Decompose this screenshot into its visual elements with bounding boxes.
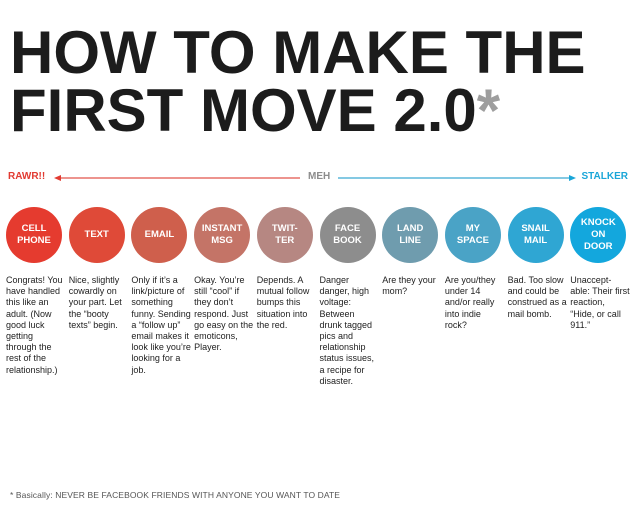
move-description: Nice, slightly cowardly on your part. Le…: [68, 275, 122, 330]
arrow-right-icon: [569, 175, 576, 181]
move-circle: SNAIL MAIL: [507, 207, 564, 263]
move-circles: CELL PHONE TEXT EMAIL INSTANT MSG TWIT- TER F…: [6, 207, 632, 267]
move-circle: KNOCK ON DOOR: [570, 207, 627, 263]
scale-label-meh: MEH: [308, 171, 331, 182]
move-circle: INSTANT MSG: [194, 207, 251, 263]
arrow-left-icon: [54, 175, 61, 181]
move-description: Are they your mom?: [382, 275, 436, 297]
scale-label-rawr: RAWR!!: [8, 171, 46, 182]
move-circle: EMAIL: [131, 207, 188, 263]
title-line-2-text: FIRST MOVE 2.0: [10, 77, 477, 144]
move-description: Bad. Too slow and could be construed as …: [507, 275, 567, 319]
move-description: Okay. You’re still “cool” if they don’t …: [194, 275, 254, 353]
scale-label-stalker: STALKER: [581, 171, 628, 182]
scale-bar: RAWR!! MEH STALKER: [8, 170, 628, 186]
title-line-1: HOW TO MAKE THE: [10, 19, 586, 86]
move-description: Unaccept-able: Their first reaction, “Hi…: [570, 275, 630, 330]
footnote: * Basically: NEVER BE FACEBOOK FRIENDS W…: [10, 490, 341, 500]
move-circle: MY SPACE: [444, 207, 501, 263]
move-circle: FACE BOOK: [319, 207, 376, 263]
title-line-2: FIRST MOVE 2.0*: [10, 81, 630, 141]
move-circle: CELL PHONE: [6, 207, 62, 263]
move-circle: LAND LINE: [382, 207, 439, 263]
move-description: Depends. A mutual follow bumps this situ…: [256, 275, 310, 330]
move-description: Only if it’s a link/picture of something…: [131, 275, 191, 375]
scale-arrow: [54, 175, 576, 181]
page-title: HOW TO MAKE THE FIRST MOVE 2.0*: [10, 19, 630, 141]
move-circle: TEXT: [68, 207, 125, 263]
move-description: Are you/they under 14 and/or really into…: [444, 275, 496, 330]
move-circle: TWIT- TER: [256, 207, 313, 263]
title-asterisk: *: [476, 77, 501, 144]
move-description: Congrats! You have handled this like an …: [6, 275, 63, 375]
move-description: Danger danger, high voltage: Between dru…: [319, 275, 375, 386]
